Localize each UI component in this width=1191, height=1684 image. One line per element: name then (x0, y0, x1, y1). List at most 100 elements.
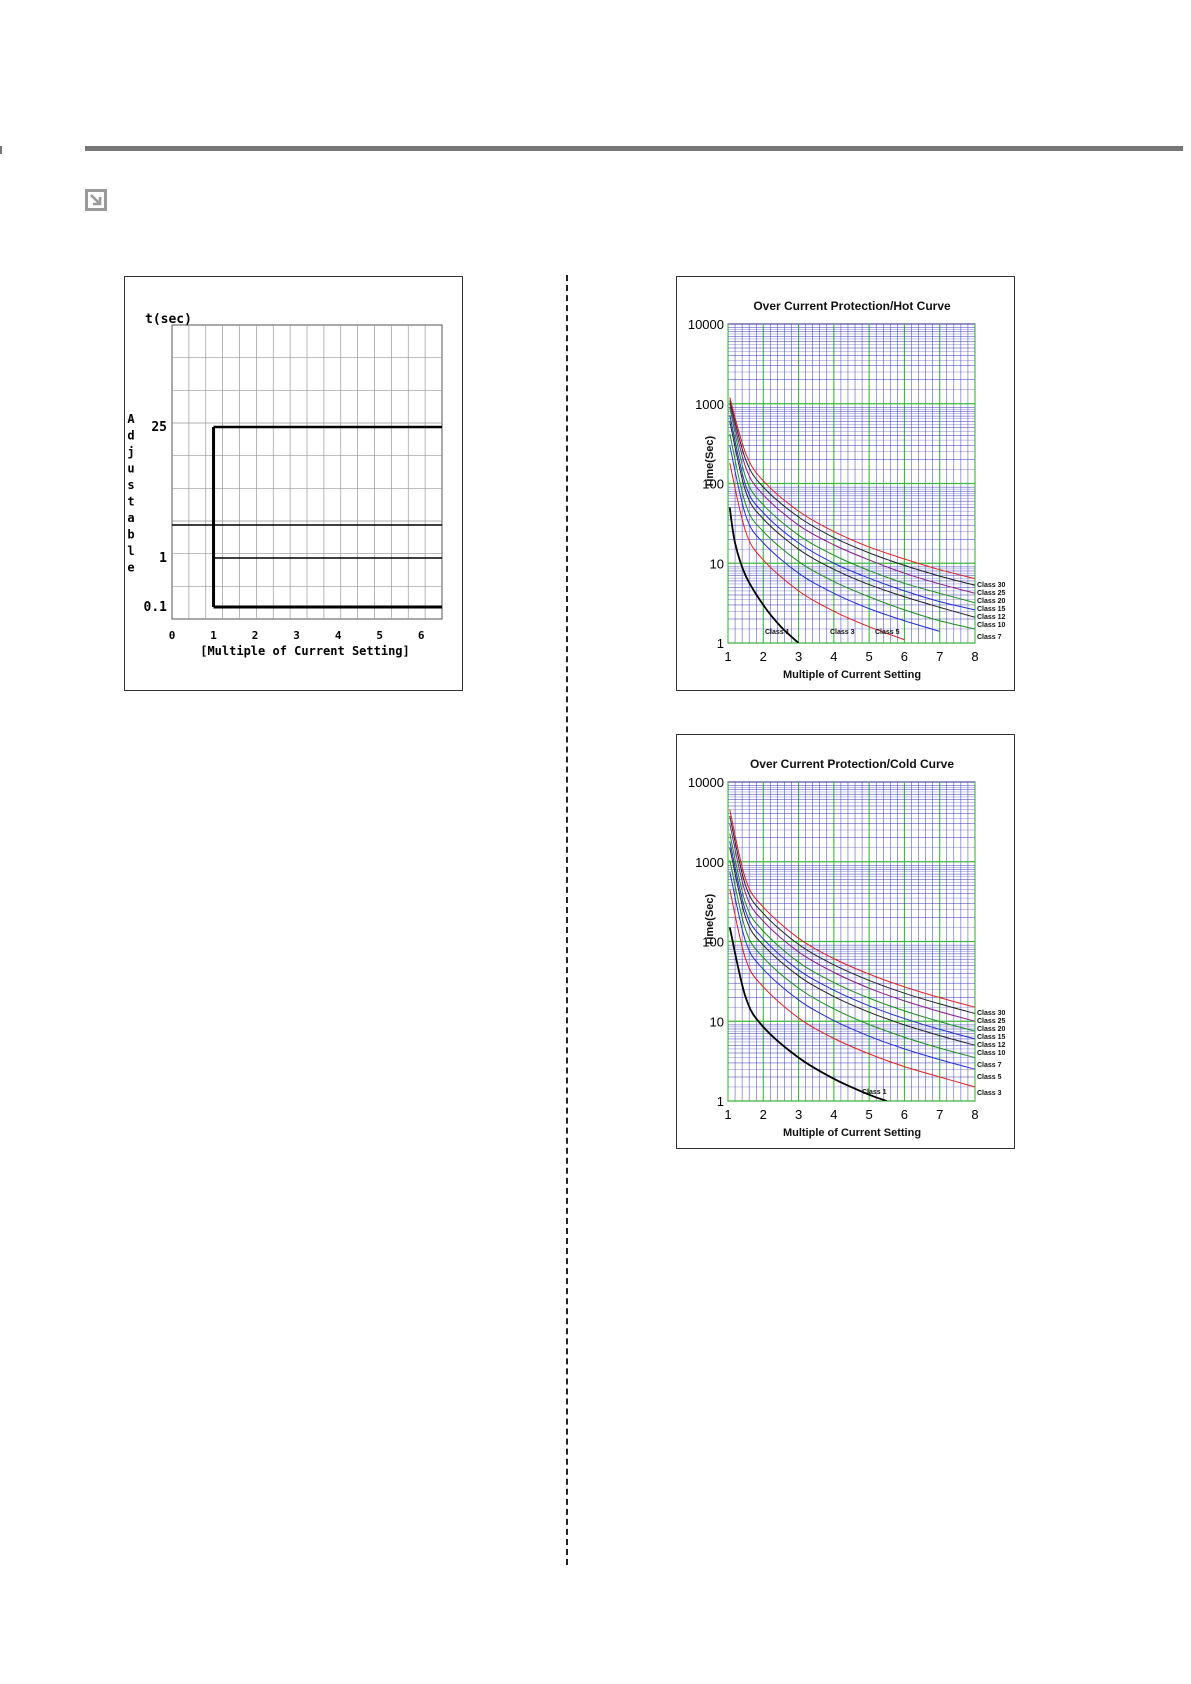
y-axis-label: Time(Sec) (704, 435, 716, 488)
y-axis-side-letter: s (127, 478, 134, 492)
x-tick-label: 8 (971, 649, 978, 664)
x-axis-label: Multiple of Current Setting (783, 669, 921, 681)
series-label-class-7: Class 7 (977, 1062, 1002, 1069)
y-tick-label: 0.1 (144, 600, 168, 615)
series-label-class-15: Class 15 (977, 606, 1006, 613)
hot-curve-chart-panel: Over Current Protection/Hot Curve 1 2 3 4 5 6 7… (676, 276, 1015, 691)
y-tick-label: 1000 (695, 397, 724, 412)
y-tick-label: 1 (717, 1094, 724, 1109)
y-axis-side-letter: b (127, 528, 134, 542)
y-axis-side-letter: u (127, 462, 134, 476)
y-tick-label: 1 (159, 551, 167, 566)
series-label-class-25: Class 25 (977, 590, 1006, 597)
series-line-class-15 (729, 833, 975, 1032)
column-divider (566, 275, 568, 1565)
series-line-class-5 (729, 871, 975, 1070)
x-tick-label: 3 (795, 649, 802, 664)
series-line-class-10 (729, 421, 975, 618)
series-line-class-5 (729, 445, 940, 632)
series-group (728, 809, 975, 1101)
y-tick-label: 1000 (695, 855, 724, 870)
x-tick-label: 2 (760, 649, 767, 664)
x-tick-label: 2 (760, 1107, 767, 1122)
x-tick-label: 3 (293, 629, 300, 642)
x-tick-label: 1 (724, 649, 731, 664)
series-line-class-3 (729, 463, 905, 641)
series-label-class-20: Class 20 (977, 1026, 1006, 1033)
series-label-class-15: Class 15 (977, 1034, 1006, 1041)
series-line-class-25 (729, 400, 975, 586)
y-axis-top-label: t(sec) (145, 312, 192, 327)
series-label-class-20: Class 20 (977, 598, 1006, 605)
y-tick-label: 10 (710, 1014, 724, 1029)
series-line-class-3 (729, 889, 975, 1088)
series-label-class-12: Class 12 (977, 614, 1006, 621)
x-tick-label: 4 (830, 1107, 837, 1122)
x-axis-label: Multiple of Current Setting (783, 1127, 921, 1139)
x-tick-label: 4 (830, 649, 837, 664)
x-tick-label: 6 (901, 1107, 908, 1122)
series-line-class-30 (729, 397, 975, 580)
series-label-class-1: Class 1 (862, 1089, 887, 1096)
series-group (728, 397, 975, 643)
x-tick-label: 5 (376, 629, 383, 642)
series-line-class-20 (729, 403, 975, 594)
y-axis-label: Time(Sec) (704, 893, 716, 946)
series-line-class-30 (729, 809, 975, 1008)
x-tick-label: 0 (169, 629, 176, 642)
series-line-class-1 (728, 927, 888, 1101)
series-label-class-10: Class 10 (977, 1050, 1006, 1057)
series-line-class-12 (729, 415, 975, 611)
y-tick-label: 100 (702, 477, 724, 492)
y-axis-side-letter: a (127, 511, 134, 525)
series-line-class-7 (729, 859, 975, 1059)
x-tick-label: 3 (795, 1107, 802, 1122)
x-tick-label: 6 (901, 649, 908, 664)
x-tick-label: 5 (866, 649, 873, 664)
series-label-class-1: Class 1 (765, 629, 790, 636)
y-tick-label: 25 (151, 420, 167, 435)
x-axis-label: [Multiple of Current Setting] (200, 644, 410, 658)
series-line-class-12 (729, 841, 975, 1040)
x-tick-label: 4 (335, 629, 342, 642)
series-line-class-10 (729, 847, 975, 1046)
series-label-class-5: Class 5 (977, 1074, 1002, 1081)
x-tick-label: 7 (936, 1107, 943, 1122)
y-axis-side-letter: j (127, 445, 134, 459)
header-rule (85, 146, 1183, 151)
hot-curve-chart: Over Current Protection/Hot Curve 1 2 3 4 5 6 7… (688, 299, 1006, 681)
chart-title: Over Current Protection/Cold Curve (750, 757, 954, 771)
series-line-class-7 (729, 433, 975, 630)
y-axis-side-letter: l (127, 544, 134, 558)
y-axis-side-letter: A (127, 412, 135, 426)
page-corner-mark (0, 146, 2, 154)
plot-area (727, 323, 976, 644)
x-tick-label: 5 (866, 1107, 873, 1122)
x-tick-label: 8 (971, 1107, 978, 1122)
y-tick-label: 10000 (688, 775, 724, 790)
x-tick-label: 1 (210, 629, 217, 642)
series-label-class-7: Class 7 (977, 634, 1002, 641)
cold-curve-chart: Over Current Protection/Cold Curve 1 2 3 4 5 6… (688, 757, 1006, 1139)
series-line-class-15 (729, 407, 975, 604)
y-axis-side-letter: t (127, 495, 134, 509)
plot-area (171, 324, 443, 620)
y-tick-label: 100 (702, 935, 724, 950)
x-tick-label: 1 (724, 1107, 731, 1122)
x-tick-label: 6 (418, 629, 425, 642)
series-line-class-25 (729, 815, 975, 1015)
series-label-class-30: Class 30 (977, 582, 1006, 589)
series-label-class-12: Class 12 (977, 1042, 1006, 1049)
y-tick-label: 10 (710, 556, 724, 571)
series-line-class-1 (728, 507, 800, 643)
plot-area (727, 781, 976, 1102)
x-tick-label: 7 (936, 649, 943, 664)
y-tick-label: 1 (717, 636, 724, 651)
series-label-class-5: Class 5 (875, 629, 900, 636)
series-line-class-20 (729, 823, 975, 1022)
series-label-class-10: Class 10 (977, 622, 1006, 629)
series-label-class-3: Class 3 (830, 629, 855, 636)
series-label-class-30: Class 30 (977, 1010, 1006, 1017)
